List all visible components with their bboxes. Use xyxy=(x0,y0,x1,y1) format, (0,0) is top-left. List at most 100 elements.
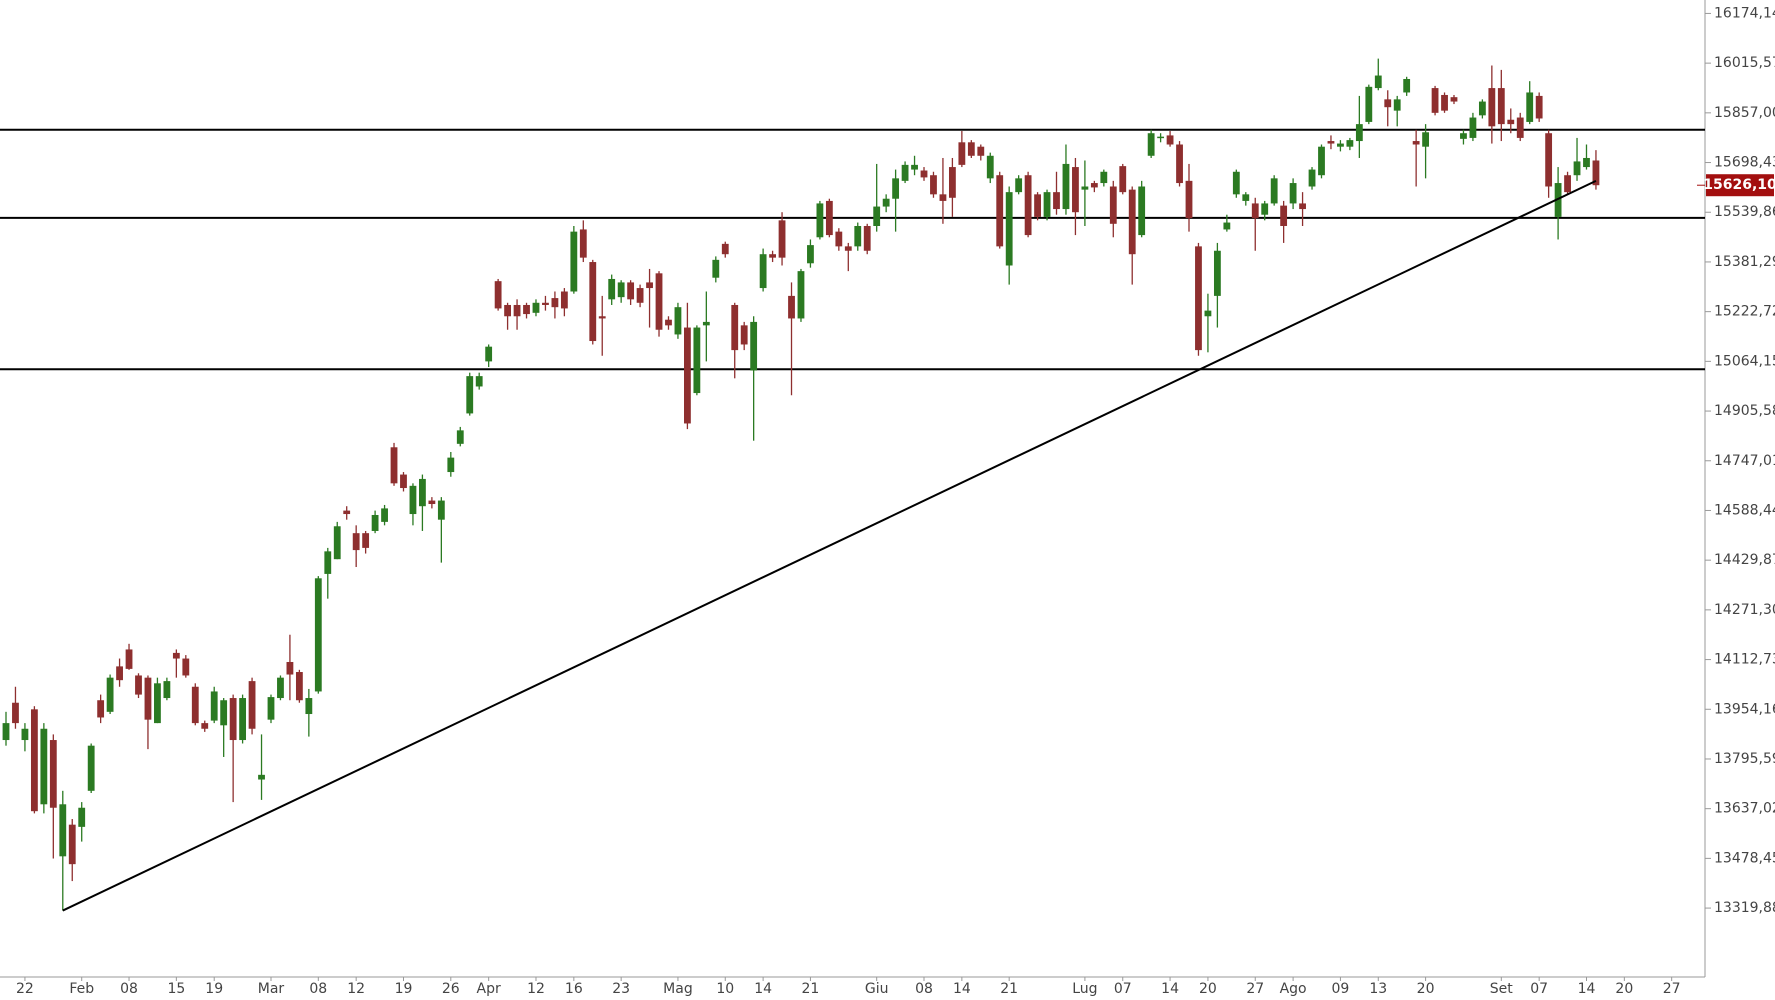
candle-body xyxy=(1318,146,1325,176)
candle-body xyxy=(1545,133,1553,187)
candle-body xyxy=(1478,101,1486,116)
y-tick-label: 16174,14 xyxy=(1714,5,1775,21)
candle-body xyxy=(948,167,956,198)
candle-body xyxy=(986,155,994,179)
candle-body xyxy=(1488,88,1496,127)
candle-body xyxy=(182,658,190,676)
x-tick-label: Ago xyxy=(1280,981,1307,997)
x-tick-label: Giu xyxy=(865,981,889,997)
candle-body xyxy=(447,457,455,473)
y-tick-label: 13478,45 xyxy=(1714,850,1775,866)
candle-body xyxy=(1072,167,1079,213)
candle-body xyxy=(807,245,814,264)
x-tick-label: 19 xyxy=(395,981,413,997)
candle-body xyxy=(844,246,852,251)
candle-body xyxy=(1119,166,1127,193)
x-tick-label: 27 xyxy=(1246,981,1264,997)
x-tick-label: 26 xyxy=(442,981,460,997)
candle-body xyxy=(636,288,644,303)
candle-body xyxy=(116,666,123,681)
candle-body xyxy=(163,681,171,699)
y-tick-label: 13319,88 xyxy=(1714,900,1775,916)
candle-body xyxy=(1251,203,1259,219)
candle-body xyxy=(30,709,38,812)
x-tick-label: 07 xyxy=(1530,981,1548,997)
x-tick-label: 14 xyxy=(1161,981,1179,997)
candle-body xyxy=(1062,163,1070,210)
candle-body xyxy=(589,262,597,342)
candle-body xyxy=(1270,178,1278,204)
candle-body xyxy=(759,254,767,289)
candle-body xyxy=(1308,169,1316,187)
candle-body xyxy=(59,804,67,857)
candle-body xyxy=(1138,186,1146,236)
candle-body xyxy=(1195,246,1202,351)
candle-body xyxy=(305,698,313,715)
x-tick-label: 12 xyxy=(347,981,365,997)
x-tick-label: Apr xyxy=(477,981,501,997)
candle-body xyxy=(1516,117,1524,138)
candle-body xyxy=(816,203,824,238)
candle-body xyxy=(1526,92,1534,122)
candle-body xyxy=(750,321,758,371)
candle-body xyxy=(684,327,691,424)
x-tick-label: 14 xyxy=(953,981,971,997)
candle-body xyxy=(78,807,86,827)
candle-body xyxy=(930,175,937,195)
candle-body xyxy=(1403,78,1411,93)
candle-body xyxy=(12,702,19,724)
candle-body xyxy=(1384,99,1392,108)
candle-body xyxy=(1412,141,1420,145)
candle-body xyxy=(1374,75,1382,89)
x-tick-label: 23 xyxy=(612,981,630,997)
candle-body xyxy=(1166,135,1174,145)
candle-body xyxy=(702,321,710,326)
candle-body xyxy=(1299,203,1306,210)
candle-body xyxy=(1157,136,1165,139)
candle-body xyxy=(958,142,966,165)
candle-body xyxy=(229,698,237,741)
candle-body xyxy=(513,304,521,317)
candle-body xyxy=(485,346,493,362)
candle-body xyxy=(646,282,653,289)
x-tick-label: 14 xyxy=(754,981,772,997)
x-tick-label: 15 xyxy=(167,981,185,997)
candle-body xyxy=(1024,175,1032,236)
candle-body xyxy=(324,551,332,574)
y-tick-label: 14588,44 xyxy=(1714,502,1775,518)
candle-body xyxy=(901,164,909,181)
candle-body xyxy=(1327,141,1335,144)
candle-body xyxy=(239,698,247,741)
candle-body xyxy=(627,282,635,300)
candle-body xyxy=(1204,310,1212,317)
candle-body xyxy=(1242,194,1250,201)
candle-body xyxy=(87,745,95,791)
candle-body xyxy=(267,697,275,720)
candle-body xyxy=(144,677,152,720)
candle-body xyxy=(172,652,180,659)
candle-body xyxy=(343,510,351,515)
candle-body xyxy=(939,194,947,201)
y-tick-label: 16015,57 xyxy=(1714,55,1775,71)
candle-body xyxy=(693,327,701,394)
candle-body xyxy=(570,231,578,292)
candle-body xyxy=(106,677,114,712)
candle-body xyxy=(352,533,360,551)
candle-body xyxy=(466,376,474,414)
candle-body xyxy=(892,178,900,199)
x-tick-label: 22 xyxy=(16,981,34,997)
candle-body xyxy=(40,728,48,805)
candle-body xyxy=(314,578,322,692)
y-tick-label: 13795,59 xyxy=(1714,751,1775,767)
x-tick-label: 20 xyxy=(1417,981,1435,997)
candle-body xyxy=(362,533,370,548)
x-tick-label: 08 xyxy=(120,981,138,997)
y-tick-label: 15857,00 xyxy=(1714,105,1775,121)
candle-body xyxy=(674,307,682,335)
x-tick-label: 21 xyxy=(1000,981,1018,997)
x-tick-label: 20 xyxy=(1199,981,1217,997)
candle-body xyxy=(863,225,871,251)
candle-body xyxy=(1497,88,1505,125)
candle-body xyxy=(437,500,445,520)
